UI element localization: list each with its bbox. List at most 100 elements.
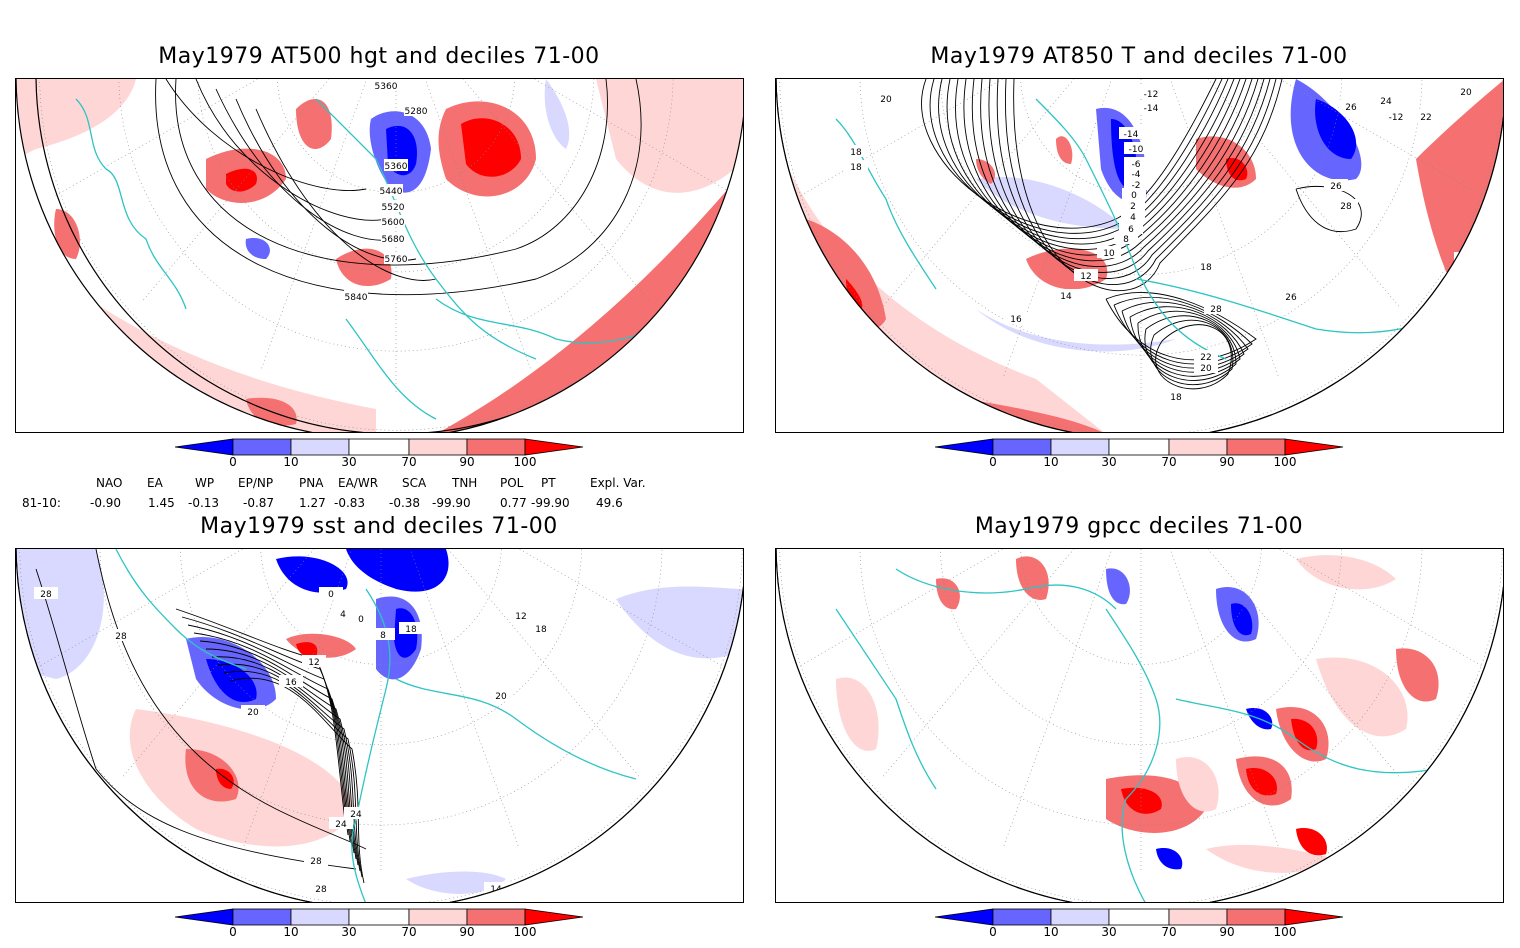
contour-label: -10 [1129,145,1144,155]
colorbar-tick-label: 100 [513,925,537,939]
anomaly-region [461,118,521,177]
colorbar-segment [1168,438,1228,456]
anomaly-region [336,248,392,287]
contour-label: 18 [1170,393,1182,403]
colorbar-tick-label: 30 [1101,455,1117,469]
anomaly-region [1206,844,1336,873]
colorbar-tick-label: 10 [283,925,299,939]
coastline [345,318,437,420]
contour-line [1150,319,1234,386]
contour-line [195,79,387,221]
coastline [835,118,937,290]
colorbar-tick-label: 0 [229,455,237,469]
hgt-colorbar: 0 10 30 70 90 100 [174,438,595,478]
index-value-nao: -0.90 [90,496,122,510]
colorbar-tick-label: 90 [459,925,475,939]
meridian-line [1207,79,1400,307]
contour-label: 18 [850,148,862,158]
coastline [1105,608,1161,902]
contour-line [971,79,1253,262]
meridian-line [1278,549,1489,671]
contour-label: 20 [1200,364,1212,374]
anomaly-region [16,79,136,159]
contour-label: 5360 [385,162,408,172]
hgt-map-panel: 5360 5280 5360 5440 5520 5600 5680 5760 5840 [15,78,744,433]
contour-label: 24 [1380,97,1392,107]
contour-label: 26 [1285,293,1297,303]
colorbar-arrow-low [934,438,994,456]
contour-label: 24 [350,810,362,820]
colorbar-segment [1050,908,1110,926]
colorbar-segment [348,908,410,926]
index-name-ea: EA [147,476,163,490]
contour-label: 20 [1460,88,1472,98]
gpcc-panel-title: May1979 gpcc deciles 71-00 [974,514,1304,539]
coastline [115,549,247,670]
contour-line [35,568,357,870]
index-name-epnp: EP/NP [238,476,274,490]
contour-line [963,79,1247,256]
contour-label: 18 [1200,263,1212,273]
anomaly-region [1246,768,1277,796]
colorbar-tick-label: 30 [341,455,357,469]
colorbar-tick-label: 100 [513,455,537,469]
contour-line [938,79,1229,239]
colorbar-tick-label: 10 [1043,455,1059,469]
contour-line [955,79,1241,250]
contour-label: 10 [1103,249,1115,259]
anomaly-region [976,309,1176,352]
contour-label: 5360 [375,82,398,92]
anomaly-region [226,168,257,192]
contour-label: 4 [340,610,346,620]
contour-label: 8 [1123,235,1129,245]
anomaly-region [346,549,449,592]
meridian-line [1278,79,1489,201]
anomaly-region [1016,556,1049,600]
anomaly-region [16,549,104,679]
contour-line [1113,296,1253,365]
anomaly-region [276,556,348,593]
contour-label: 2 [1130,202,1136,212]
colorbar-segment [408,908,468,926]
contour-label: 20 [247,708,259,718]
index-name-explvar: Expl. Var. [590,476,646,490]
index-value-epnp: -0.87 [243,496,275,510]
meridian-line [1207,549,1400,777]
colorbar-segment [232,438,292,456]
contour-line [1121,301,1249,369]
indices-table: 81-10: NAO EA WP EP/NP PNA EA/WR SCA TNH… [0,474,760,514]
latitude-circle [277,79,515,194]
index-name-pol: POL [500,476,524,490]
contour-line [181,616,349,836]
meridian-line [1003,79,1113,377]
contour-label: 0 [1131,191,1137,201]
map-mask [16,79,743,432]
colorbar-tick-label: 0 [989,925,997,939]
colorbar-arrow-high [1284,908,1344,926]
contour-label: 18 [405,625,417,635]
meridian-line [793,79,1004,201]
contour-label: 12 [308,658,319,668]
contour-label: 22 [1200,353,1211,363]
colorbar-segment [348,438,410,456]
colorbar-tick-label: 10 [1043,925,1059,939]
contour-line [175,79,608,266]
contour-line [193,632,353,848]
index-name-tnh: TNH [452,476,478,490]
meridian-line [1003,549,1113,847]
contour-label: 28 [40,590,52,600]
colorbar-arrow-high [524,438,584,456]
contour-label: 5280 [405,107,428,117]
meridian-line [793,549,1004,671]
contour-label: 28 [310,857,322,867]
index-value-pna: 1.27 [299,496,326,510]
map-mask [776,549,1503,902]
colorbar-tick-label: 90 [1219,455,1235,469]
t850-map-panel: 20 18 18 16 14 12 10 8 6 4 2 0 -2 -4 -6 -10 -12 -14 -14 -12… [775,78,1504,433]
anomaly-region [296,642,318,658]
anomaly-region [1396,648,1439,702]
anomaly-region [936,578,960,610]
contour-label: 6 [1128,225,1134,235]
contour-line [1155,324,1232,390]
anomaly-region [836,677,879,751]
